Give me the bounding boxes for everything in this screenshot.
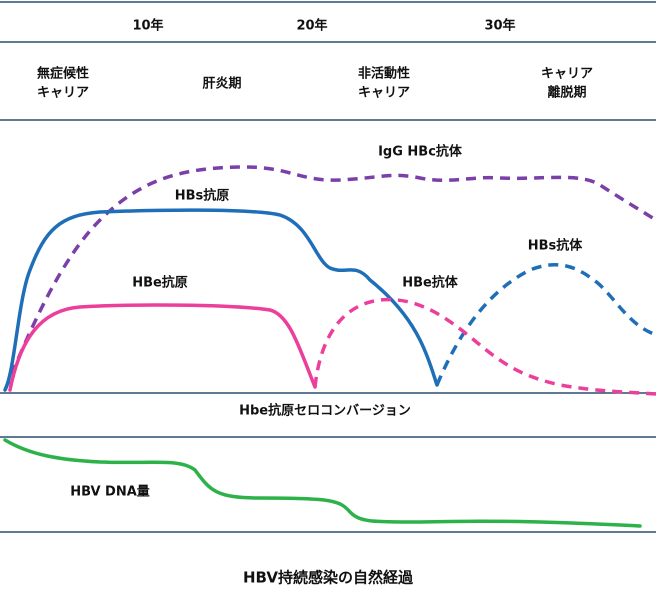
- curve-label: HBs抗体: [528, 238, 584, 254]
- curve-label: HBs抗原: [175, 188, 230, 204]
- hbe-antibody-curve: [313, 297, 656, 396]
- curve-label: HBe抗体: [402, 275, 459, 291]
- igg-hbc-curve: [3, 165, 656, 391]
- year-label: 20年: [296, 18, 327, 34]
- phase-label: キャリア: [37, 86, 89, 101]
- hbs-antigen-curve: [3, 208, 439, 392]
- diagram-title: HBV持続感染の自然経過: [243, 569, 414, 587]
- year-label: 10年: [132, 18, 163, 34]
- hbv-dna-curve: [3, 438, 642, 528]
- hbs-antibody-curve: [435, 263, 656, 386]
- hbe-antigen-curve: [8, 303, 317, 392]
- curve-label: IgG HBc抗体: [378, 144, 463, 160]
- phase-label: 肝炎期: [202, 76, 241, 92]
- phase-label: 無症候性: [37, 66, 89, 82]
- curve-label: HBe抗原: [132, 275, 188, 291]
- phase-label: 非活動性: [358, 66, 410, 82]
- curve-label: HBV DNA量: [70, 485, 150, 500]
- year-label: 30年: [484, 18, 515, 34]
- phase-label: キャリア: [358, 86, 410, 101]
- phase-label: 離脱期: [547, 85, 586, 101]
- phase-label: キャリア: [541, 67, 593, 82]
- seroconversion-label: Hbe抗原セロコンバージョン: [239, 403, 411, 419]
